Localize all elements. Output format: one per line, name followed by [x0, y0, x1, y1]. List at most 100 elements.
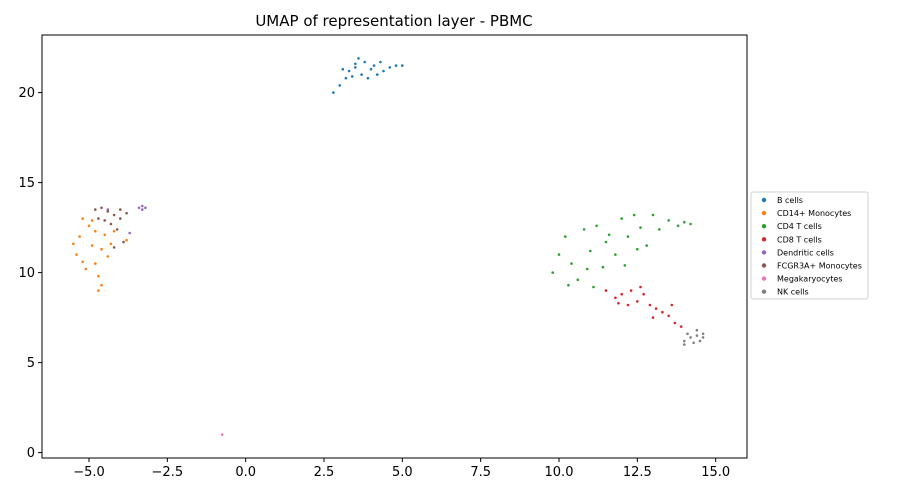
legend-marker: [761, 289, 767, 294]
data-point: [81, 260, 84, 264]
data-point: [84, 267, 88, 271]
data-point: [144, 206, 147, 210]
data-point: [683, 220, 686, 224]
data-point: [639, 226, 642, 229]
data-point: [128, 231, 131, 235]
data-point: [357, 57, 360, 60]
legend-item: CD4 T cells: [761, 222, 822, 231]
data-point: [354, 62, 357, 66]
data-point: [100, 283, 103, 287]
data-point: [585, 267, 589, 271]
legend-label: Dendritic cells: [777, 248, 834, 257]
y-tick-label: 10: [18, 266, 35, 281]
data-point: [636, 300, 639, 303]
data-point: [363, 60, 367, 64]
data-point: [667, 219, 670, 222]
data-point: [564, 235, 567, 238]
data-point: [220, 433, 224, 436]
data-point: [369, 67, 373, 71]
data-point: [347, 69, 351, 73]
legend-marker: [761, 224, 767, 229]
points-layer: [72, 57, 705, 436]
x-tick-label: −2.5: [152, 465, 184, 480]
data-point: [106, 208, 110, 211]
data-point: [360, 73, 363, 76]
data-point: [141, 208, 144, 211]
y-axis-ticks: 0 5 10 15 20: [18, 86, 42, 461]
data-point: [350, 75, 354, 78]
data-point: [94, 208, 97, 211]
legend-marker: [761, 250, 767, 255]
data-point: [673, 321, 677, 325]
x-tick-label: 5.0: [392, 465, 413, 480]
data-point: [701, 332, 705, 336]
data-point: [601, 265, 605, 269]
x-tick-label: 12.5: [623, 465, 652, 480]
legend-label: FCGR3A+ Monocytes: [777, 262, 862, 271]
data-point: [115, 228, 119, 231]
x-tick-label: −5.0: [73, 465, 105, 480]
data-point: [81, 217, 84, 220]
legend-label: NK cells: [777, 288, 809, 297]
legend-item: FCGR3A+ Monocytes: [761, 262, 862, 271]
data-point: [119, 208, 122, 211]
data-point: [654, 307, 658, 310]
data-point: [604, 240, 608, 244]
data-point: [595, 224, 598, 228]
x-tick-label: 0.0: [235, 465, 256, 480]
data-point: [125, 238, 128, 242]
data-point: [122, 240, 125, 244]
data-point: [372, 64, 376, 67]
data-point: [112, 229, 116, 233]
data-point: [394, 64, 398, 67]
data-point: [589, 249, 592, 253]
data-point: [94, 229, 97, 233]
data-point: [570, 262, 573, 265]
legend-box: [750, 191, 869, 300]
y-tick-label: 0: [27, 446, 35, 461]
legend-label: Megakaryocytes: [777, 275, 842, 284]
data-point: [592, 285, 595, 289]
data-point: [338, 84, 342, 87]
data-point: [695, 328, 699, 332]
data-point: [607, 233, 611, 237]
legend-item: Dendritic cells: [761, 248, 834, 257]
legend-label: CD8 T cells: [777, 235, 822, 244]
data-point: [683, 339, 686, 343]
legend-item: CD14+ Monocytes: [761, 209, 851, 218]
legend-marker: [761, 210, 767, 216]
data-point: [670, 303, 674, 307]
legend-item: CD8 T cells: [761, 235, 822, 244]
data-point: [388, 66, 392, 69]
x-tick-label: 2.5: [314, 465, 335, 480]
data-point: [698, 339, 702, 343]
data-point: [125, 211, 128, 215]
data-point: [109, 222, 113, 226]
legend: B cells CD14+ Monocytes CD4 T cells CD8 T c…: [750, 191, 869, 300]
data-point: [344, 76, 348, 80]
data-point: [658, 228, 661, 231]
data-point: [636, 247, 639, 251]
data-point: [620, 292, 623, 296]
data-point: [75, 253, 78, 256]
legend-label: CD4 T cells: [777, 222, 822, 231]
data-point: [623, 264, 627, 267]
data-point: [401, 64, 404, 67]
series-2: [551, 213, 692, 289]
series-3: [604, 285, 683, 328]
y-tick-label: 20: [18, 86, 35, 101]
data-point: [97, 274, 100, 278]
series-6: [220, 433, 224, 436]
data-point: [686, 332, 689, 336]
data-point: [119, 217, 122, 220]
data-point: [661, 310, 664, 314]
data-point: [617, 301, 620, 305]
series-5: [94, 206, 128, 249]
data-point: [692, 341, 695, 345]
data-point: [106, 255, 110, 258]
data-point: [567, 283, 570, 287]
data-point: [90, 244, 94, 247]
x-tick-label: 15.0: [701, 465, 730, 480]
data-point: [112, 246, 116, 249]
